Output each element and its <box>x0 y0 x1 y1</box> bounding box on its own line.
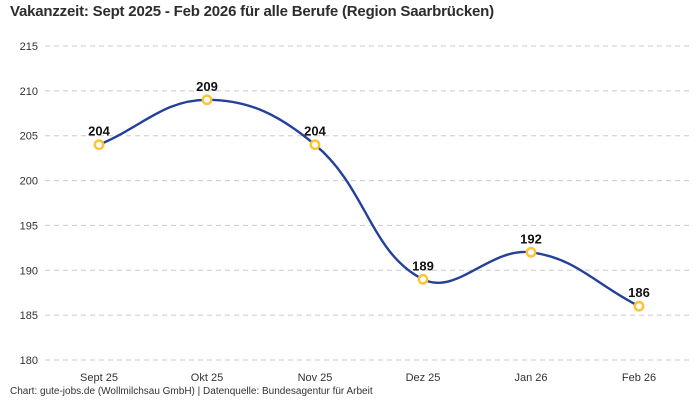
chart-title: Vakanzzeit: Sept 2025 - Feb 2026 für all… <box>10 3 494 20</box>
data-point-label: 204 <box>88 124 110 139</box>
y-tick-label: 180 <box>20 355 38 367</box>
data-point-marker <box>201 94 213 106</box>
y-tick-label: 195 <box>20 220 38 232</box>
x-tick-label: Sept 25 <box>80 372 118 384</box>
x-tick-label: Dez 25 <box>406 372 441 384</box>
data-point-marker <box>417 273 429 285</box>
data-point-marker <box>93 139 105 151</box>
x-tick-label: Feb 26 <box>622 372 656 384</box>
y-tick-label: 210 <box>20 86 38 98</box>
y-tick-label: 190 <box>20 265 38 277</box>
data-point-label: 189 <box>412 258 434 273</box>
x-tick-label: Jan 26 <box>514 372 547 384</box>
y-tick-label: 200 <box>20 176 38 188</box>
data-line <box>97 98 641 308</box>
data-point-marker <box>633 300 645 312</box>
y-tick-label: 215 <box>20 41 38 53</box>
y-tick-label: 185 <box>20 310 38 322</box>
data-point-label: 204 <box>304 124 326 139</box>
y-tick-label: 205 <box>20 131 38 143</box>
data-point-label: 209 <box>196 79 218 94</box>
data-point-label: 186 <box>628 285 650 300</box>
data-point-marker <box>525 246 537 258</box>
data-point-label: 192 <box>520 231 542 246</box>
x-tick-label: Nov 25 <box>298 372 333 384</box>
chart-credit: Chart: gute-jobs.de (Wollmilchsau GmbH) … <box>10 386 373 397</box>
x-tick-label: Okt 25 <box>191 372 223 384</box>
data-point-marker <box>309 139 321 151</box>
